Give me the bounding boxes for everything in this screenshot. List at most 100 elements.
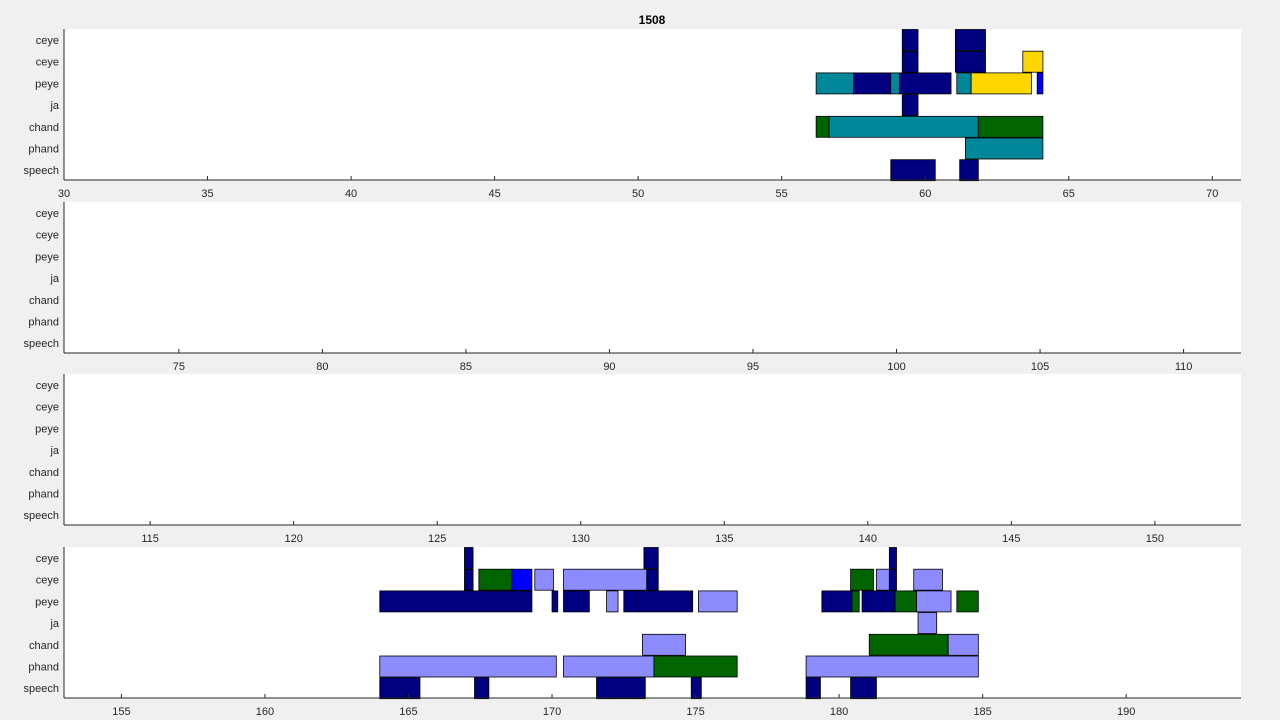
segment-bar bbox=[888, 547, 897, 569]
segment-bar bbox=[563, 568, 648, 591]
segment-bar bbox=[805, 655, 979, 678]
segment-bar bbox=[698, 590, 738, 613]
axes-background bbox=[64, 202, 1241, 353]
x-tick-label: 155 bbox=[112, 706, 130, 718]
row-label: ceye bbox=[36, 208, 59, 220]
segment-bar bbox=[890, 72, 900, 95]
segment-bar bbox=[379, 677, 421, 700]
segment-bar bbox=[954, 50, 986, 73]
segment-bar bbox=[890, 159, 936, 182]
segment-bar bbox=[956, 72, 972, 95]
row-label: phand bbox=[28, 317, 59, 329]
segment-bar bbox=[474, 677, 490, 700]
row-label: peye bbox=[35, 596, 59, 608]
row-label: phand bbox=[28, 662, 59, 674]
row-label: chand bbox=[29, 122, 59, 134]
segment-bar bbox=[821, 590, 853, 613]
row-label: ceye bbox=[36, 380, 59, 392]
x-tick-label: 30 bbox=[58, 188, 70, 200]
row-label: ceye bbox=[36, 57, 59, 69]
x-tick-label: 90 bbox=[603, 361, 615, 373]
x-tick-label: 135 bbox=[715, 533, 733, 545]
figure-title: 1508 bbox=[639, 13, 666, 27]
row-label: ceye bbox=[36, 35, 59, 47]
segment-bar bbox=[642, 633, 686, 656]
segment-bar bbox=[898, 72, 952, 95]
segment-bar bbox=[805, 677, 821, 700]
segment-bar bbox=[888, 568, 897, 591]
x-tick-label: 185 bbox=[973, 706, 991, 718]
segment-bar bbox=[913, 568, 943, 591]
x-tick-label: 175 bbox=[686, 706, 704, 718]
x-tick-label: 190 bbox=[1117, 706, 1135, 718]
segment-bar bbox=[850, 568, 874, 591]
segment-bar bbox=[551, 590, 559, 613]
segment-bar bbox=[815, 72, 854, 95]
segment-bar bbox=[379, 590, 533, 613]
segment-bar bbox=[851, 590, 860, 613]
segment-bar bbox=[876, 568, 890, 591]
segment-bar bbox=[563, 655, 655, 678]
segment-bar bbox=[868, 633, 949, 656]
segment-bar bbox=[916, 590, 952, 613]
segment-bar bbox=[623, 590, 694, 613]
segment-bar bbox=[965, 137, 1044, 160]
segment-bar bbox=[977, 115, 1044, 138]
row-label: speech bbox=[24, 338, 59, 350]
segment-bar bbox=[646, 568, 659, 591]
row-label: ja bbox=[49, 618, 59, 630]
row-label: speech bbox=[24, 683, 59, 695]
row-label: ceye bbox=[36, 553, 59, 565]
row-label: chand bbox=[29, 467, 59, 479]
x-tick-label: 120 bbox=[284, 533, 302, 545]
x-tick-label: 130 bbox=[572, 533, 590, 545]
x-tick-label: 50 bbox=[632, 188, 644, 200]
row-label: chand bbox=[29, 295, 59, 307]
x-tick-label: 170 bbox=[543, 706, 561, 718]
x-tick-label: 105 bbox=[1031, 361, 1049, 373]
segment-bar bbox=[478, 568, 513, 591]
row-label: ja bbox=[49, 100, 59, 112]
row-label: peye bbox=[35, 251, 59, 263]
row-label: ja bbox=[49, 273, 59, 285]
row-label: ceye bbox=[36, 575, 59, 587]
x-tick-label: 100 bbox=[887, 361, 905, 373]
segment-bar bbox=[379, 655, 557, 678]
segment-bar bbox=[653, 655, 738, 678]
timeline-panel-3: ceye ceye peye ja chand phand speech 115 120 125 1… bbox=[24, 374, 1241, 545]
row-label: chand bbox=[29, 640, 59, 652]
row-label: speech bbox=[24, 510, 59, 522]
segment-bar bbox=[606, 590, 619, 613]
segment-bar bbox=[853, 72, 892, 95]
segment-bar bbox=[954, 29, 986, 51]
x-tick-label: 45 bbox=[488, 188, 500, 200]
segment-bar bbox=[643, 547, 659, 569]
segment-bar bbox=[596, 677, 646, 700]
x-tick-label: 180 bbox=[830, 706, 848, 718]
segment-bar bbox=[901, 29, 919, 51]
segment-bar bbox=[815, 115, 830, 138]
x-tick-label: 65 bbox=[1063, 188, 1075, 200]
x-tick-label: 70 bbox=[1206, 188, 1218, 200]
segment-bar bbox=[956, 590, 979, 613]
segment-bar bbox=[464, 547, 474, 569]
row-label: phand bbox=[28, 144, 59, 156]
x-tick-label: 160 bbox=[256, 706, 274, 718]
segment-bar bbox=[901, 50, 919, 73]
segment-bar bbox=[464, 568, 474, 591]
segment-bar bbox=[917, 612, 938, 634]
x-tick-label: 40 bbox=[345, 188, 357, 200]
segment-bar bbox=[1022, 50, 1044, 73]
row-label: ja bbox=[49, 445, 59, 457]
x-tick-label: 60 bbox=[919, 188, 931, 200]
timeline-panel-4: ceye ceye peye ja chand phand speech 155 160 165 1… bbox=[24, 547, 1241, 718]
row-label: ceye bbox=[36, 230, 59, 242]
segment-bar bbox=[894, 590, 918, 613]
segment-bar bbox=[970, 72, 1032, 95]
row-label: speech bbox=[24, 165, 59, 177]
x-tick-label: 35 bbox=[201, 188, 213, 200]
x-tick-label: 165 bbox=[399, 706, 417, 718]
segment-bar bbox=[947, 633, 979, 656]
x-tick-label: 80 bbox=[316, 361, 328, 373]
x-tick-label: 95 bbox=[747, 361, 759, 373]
